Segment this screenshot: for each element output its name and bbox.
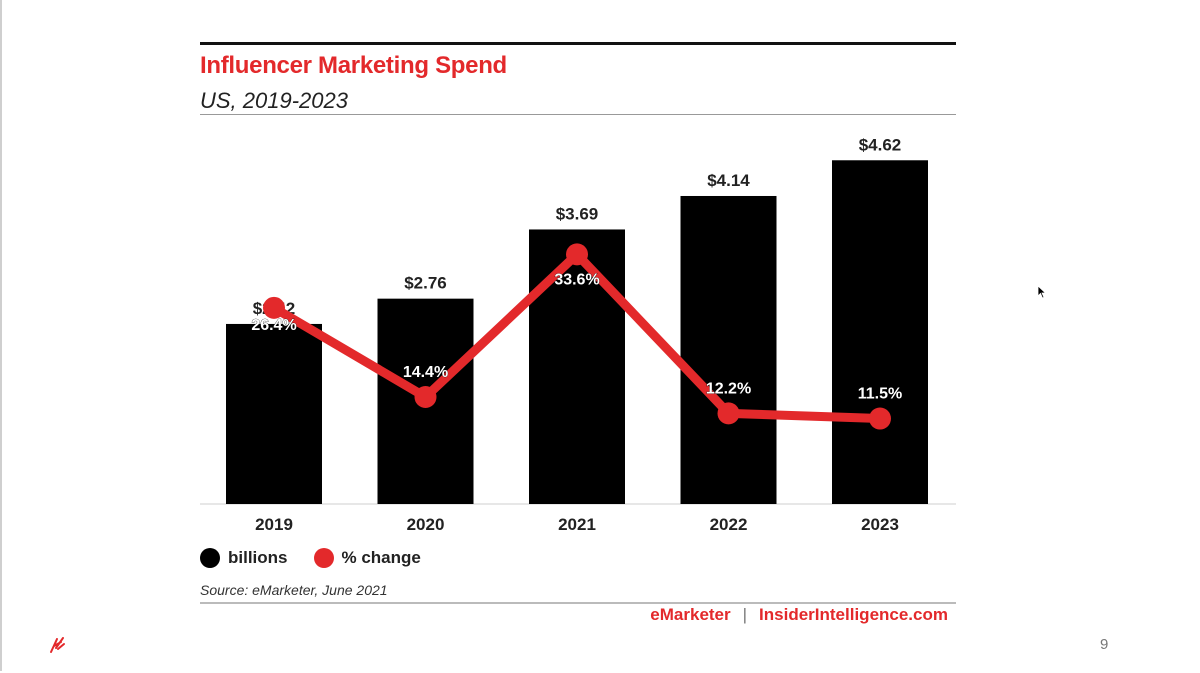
bar-value-label-2023: $4.62 — [859, 135, 902, 154]
mouse-cursor-icon — [1037, 285, 1047, 299]
footer-brand-insider: InsiderIntelligence.com — [759, 605, 948, 624]
x-tick-label-2023: 2023 — [861, 515, 899, 534]
x-tick-label-2019: 2019 — [255, 515, 293, 534]
bar-value-label-2021: $3.69 — [556, 204, 599, 223]
chart-top-rule — [200, 42, 956, 45]
change-point-2021 — [566, 243, 588, 266]
legend-item-change: % change — [313, 548, 421, 568]
legend-item-billions: billions — [200, 548, 288, 568]
legend-swatch-change — [313, 548, 334, 568]
change-value-label-2020: 14.4% — [403, 364, 448, 381]
bar-value-label-2020: $2.76 — [404, 274, 447, 293]
change-value-label-2019: 26.4% — [251, 317, 296, 334]
bar-2019 — [226, 323, 322, 504]
chart-title: Influencer Marketing Spend — [200, 52, 507, 79]
bar-2021 — [529, 229, 625, 505]
subtitle-rule — [200, 114, 956, 115]
chart-card: Influencer Marketing Spend US, 2019-2023… — [200, 42, 956, 632]
legend-label-billions: billions — [228, 548, 288, 567]
x-tick-label-2020: 2020 — [407, 515, 445, 534]
page-number: 9 — [1100, 636, 1109, 653]
change-point-2020 — [414, 386, 437, 409]
footer-brand-emarketer: eMarketer — [650, 605, 731, 624]
x-tick-label-2021: 2021 — [558, 515, 596, 534]
x-tick-label-2022: 2022 — [710, 515, 748, 534]
bar-2022 — [680, 195, 777, 504]
change-point-2022 — [717, 402, 740, 425]
chart-legend: billions % change — [200, 548, 421, 568]
brand-logo-icon — [50, 637, 65, 653]
change-point-2019 — [263, 296, 285, 319]
footer-rule — [200, 602, 956, 604]
legend-label-change: % change — [341, 548, 421, 567]
change-point-2023 — [869, 407, 891, 430]
legend-swatch-billions — [200, 548, 220, 568]
chart-footer: eMarketer | InsiderIntelligence.com — [650, 605, 948, 625]
change-value-label-2022: 12.2% — [706, 380, 751, 397]
chart-source: Source: eMarketer, June 2021 — [200, 582, 388, 598]
change-value-label-2023: 11.5% — [858, 386, 902, 403]
chart-plot: $2.422019$2.762020$3.692021$4.142022$4.6… — [200, 135, 956, 534]
bar-value-label-2022: $4.14 — [707, 171, 750, 190]
footer-separator: | — [742, 605, 748, 624]
change-value-label-2021: 33.6% — [554, 271, 599, 288]
bar-2023 — [832, 160, 928, 504]
chart-subtitle: US, 2019-2023 — [200, 88, 348, 113]
